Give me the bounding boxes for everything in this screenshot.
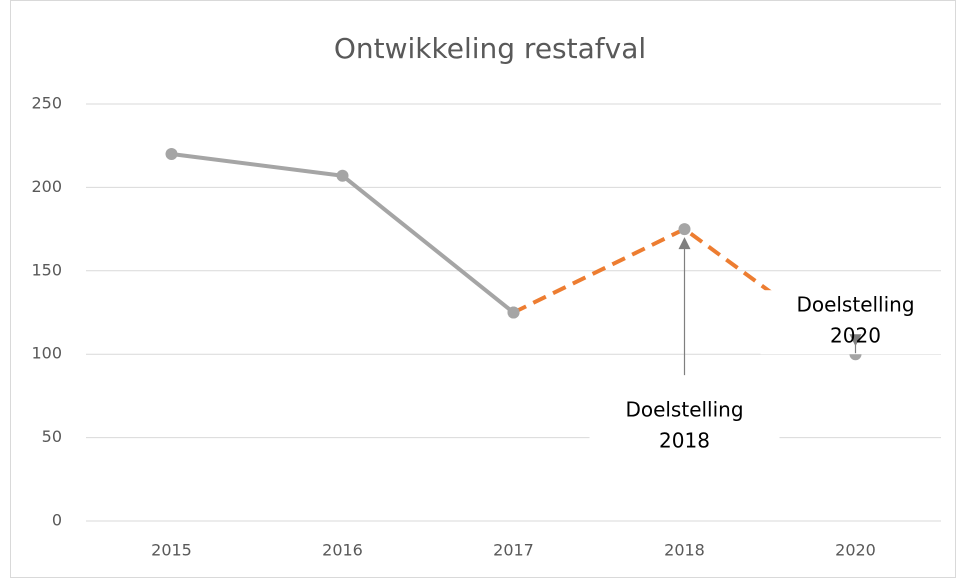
annotation-bg xyxy=(589,395,780,460)
x-tick-label: 2016 xyxy=(322,541,363,560)
x-tick-label: 2020 xyxy=(835,541,876,560)
y-tick-label: 50 xyxy=(42,427,62,446)
y-tick-label: 100 xyxy=(31,344,62,363)
x-tick-label: 2015 xyxy=(151,541,192,560)
point xyxy=(336,169,349,182)
annotation-text: 2020 xyxy=(830,324,881,348)
x-tick-label: 2018 xyxy=(664,541,705,560)
y-tick-label: 0 xyxy=(52,511,62,530)
y-tick-label: 200 xyxy=(31,177,62,196)
annotation-text: Doelstelling xyxy=(625,398,743,422)
chart-title: Ontwikkeling restafval xyxy=(334,32,646,65)
annotation-text: Doelstelling xyxy=(796,293,914,317)
y-tick-label: 150 xyxy=(31,260,62,279)
annotation-text: 2018 xyxy=(659,429,710,453)
annotation-arrowhead xyxy=(849,334,862,347)
annotation-arrowhead xyxy=(678,237,691,250)
point xyxy=(507,306,520,319)
y-tick-label: 250 xyxy=(31,94,62,113)
point xyxy=(165,148,178,161)
x-tick-label: 2017 xyxy=(493,541,534,560)
point xyxy=(678,223,691,236)
